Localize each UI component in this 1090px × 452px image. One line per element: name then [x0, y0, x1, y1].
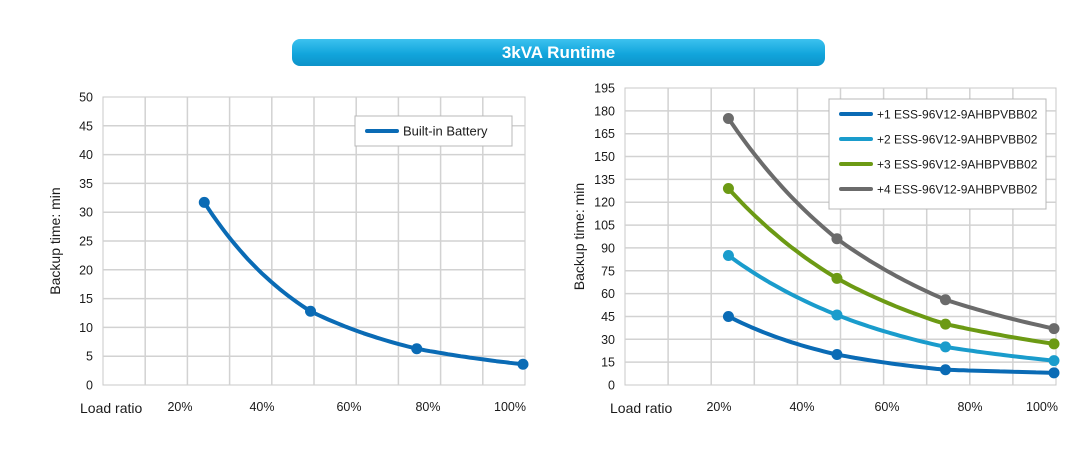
data-point [722, 112, 734, 124]
legend-label: Built-in Battery [403, 124, 488, 139]
data-point [831, 233, 843, 245]
y-tick-label: 0 [86, 379, 93, 393]
y-tick-label: 15 [601, 356, 615, 370]
series-line [726, 314, 1056, 375]
y-tick-label: 30 [79, 206, 93, 220]
x-tick-label: 80% [415, 400, 440, 414]
y-tick-label: 10 [79, 321, 93, 335]
data-point [831, 272, 843, 284]
data-point [1048, 323, 1060, 335]
y-tick-label: 120 [594, 196, 615, 210]
y-tick-label: 30 [601, 333, 615, 347]
legend-label: +4 ESS-96V12-9AHBPVBB02 [877, 183, 1038, 197]
y-tick-label: 75 [601, 264, 615, 278]
x-tick-label: 80% [957, 400, 982, 414]
data-point [939, 318, 951, 330]
y-tick-label: 35 [79, 177, 93, 191]
x-tick-label: 20% [706, 400, 731, 414]
y-tick-label: 50 [79, 91, 93, 105]
y-tick-label: 20 [79, 263, 93, 277]
y-tick-label: 60 [601, 287, 615, 301]
data-point [939, 294, 951, 306]
data-point [411, 343, 423, 355]
y-axis-label: Backup time: min [571, 183, 587, 290]
chart-title: 3kVA Runtime [501, 42, 616, 62]
x-tick-label: 100% [494, 400, 526, 414]
series-line [202, 200, 525, 367]
y-tick-label: 180 [594, 104, 615, 118]
x-tick-label: 60% [336, 400, 361, 414]
x-tick-label: 40% [249, 400, 274, 414]
y-tick-label: 105 [594, 219, 615, 233]
x-tick-label: 100% [1026, 400, 1058, 414]
y-tick-label: 0 [608, 379, 615, 393]
data-point [831, 309, 843, 321]
y-tick-label: 165 [594, 127, 615, 141]
x-axis-label: Load ratio [80, 400, 142, 416]
y-tick-label: 25 [79, 235, 93, 249]
data-point [305, 305, 317, 317]
y-tick-label: 40 [79, 148, 93, 162]
data-point [722, 250, 734, 262]
data-point [831, 349, 843, 361]
y-tick-label: 135 [594, 173, 615, 187]
data-point [1048, 355, 1060, 367]
series-line [726, 116, 1056, 331]
y-tick-label: 150 [594, 150, 615, 164]
y-tick-label: 45 [601, 310, 615, 324]
data-point [722, 310, 734, 322]
data-point [939, 341, 951, 353]
x-tick-label: 60% [874, 400, 899, 414]
y-tick-label: 5 [86, 350, 93, 364]
y-axis-label: Backup time: min [47, 187, 63, 294]
legend-label: +3 ESS-96V12-9AHBPVBB02 [877, 158, 1038, 172]
data-point [1048, 367, 1060, 379]
data-point [722, 183, 734, 195]
legend-label: +2 ESS-96V12-9AHBPVBB02 [877, 133, 1038, 147]
x-tick-label: 20% [167, 400, 192, 414]
y-tick-label: 195 [594, 82, 615, 96]
x-tick-label: 40% [789, 400, 814, 414]
x-axis-label: Load ratio [610, 400, 672, 416]
chart-title-banner: 3kVA Runtime [292, 39, 825, 66]
y-tick-label: 45 [79, 119, 93, 133]
data-point [1048, 338, 1060, 350]
data-point [517, 358, 529, 370]
series-line [726, 186, 1056, 346]
legend-label: +1 ESS-96V12-9AHBPVBB02 [877, 108, 1038, 122]
data-point [198, 196, 210, 208]
y-tick-label: 15 [79, 292, 93, 306]
y-tick-label: 90 [601, 241, 615, 255]
series-line [726, 253, 1056, 363]
data-point [939, 364, 951, 376]
